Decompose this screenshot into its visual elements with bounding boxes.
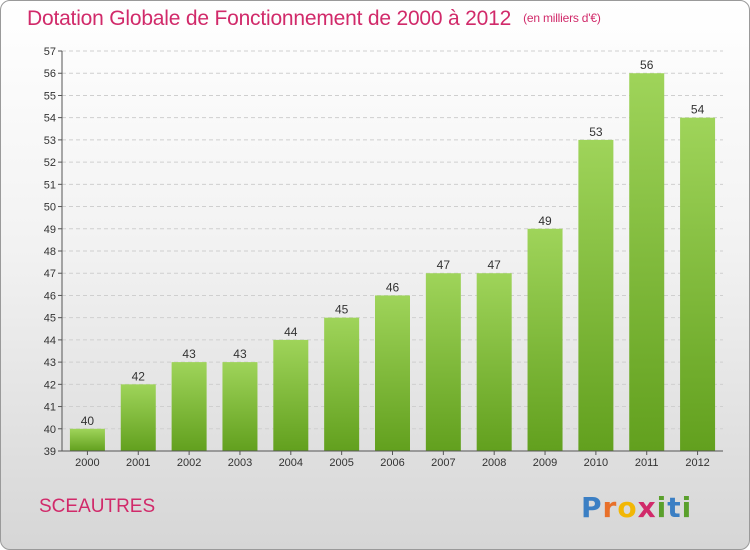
x-tick-label: 2004: [279, 457, 303, 469]
bar: [476, 273, 512, 451]
bar-value-label: 47: [488, 258, 502, 272]
proxiti-logo[interactable]: Proxiti: [581, 491, 692, 524]
logo-letter: x: [637, 491, 657, 524]
y-tick-label: 49: [44, 224, 56, 236]
bar: [680, 117, 716, 452]
y-tick-label: 41: [44, 402, 56, 414]
bar: [629, 73, 665, 451]
y-tick-label: 54: [44, 113, 56, 125]
x-tick-label: 2003: [228, 457, 252, 469]
y-tick-label: 47: [44, 268, 56, 280]
chart-title: Dotation Globale de Fonctionnement de 20…: [27, 7, 601, 31]
bar-value-label: 56: [640, 58, 654, 72]
x-tick-label: 2009: [533, 457, 557, 469]
bar: [171, 362, 207, 451]
bars: 40 42 43 43 44 45 46 47 47 49 53 56 54: [69, 58, 716, 452]
y-tick-label: 45: [44, 313, 56, 325]
bar: [527, 228, 563, 451]
axes: 39 40 41 42 43 44 45 46 47 48 49 50 51 52 53 54 55 56 57 20…: [44, 46, 723, 469]
bar: [120, 384, 156, 451]
y-tick-label: 44: [44, 335, 56, 347]
y-tick-label: 53: [44, 135, 56, 147]
x-tick-label: 2001: [126, 457, 150, 469]
x-tick-label: 2008: [482, 457, 506, 469]
y-tick-label: 42: [44, 379, 56, 391]
bar-value-label: 40: [81, 414, 95, 428]
chart-title-text: Dotation Globale de Fonctionnement de 20…: [27, 7, 512, 30]
x-tick-label: 2000: [75, 457, 99, 469]
bar: [375, 295, 410, 451]
bar: [324, 317, 360, 451]
x-tick-label: 2011: [635, 457, 659, 469]
x-tick-label: 2002: [177, 457, 201, 469]
logo-letter: i: [656, 491, 668, 524]
bar-value-label: 43: [233, 347, 247, 361]
chart-unit: (en milliers d'€): [523, 11, 601, 25]
bar-value-label: 45: [335, 303, 349, 317]
x-tick-label: 2010: [584, 457, 608, 469]
bar: [222, 362, 258, 451]
logo-letter: i: [681, 491, 693, 524]
y-tick-label: 46: [44, 290, 56, 302]
bar-value-label: 47: [437, 258, 451, 272]
y-tick-label: 55: [44, 90, 56, 102]
logo-letter: o: [617, 491, 638, 524]
bar: [69, 428, 105, 451]
y-tick-label: 43: [44, 357, 56, 369]
bar: [273, 339, 309, 451]
x-tick-label: 2007: [431, 457, 455, 469]
logo-letter: t: [667, 491, 682, 524]
y-tick-label: 39: [44, 446, 56, 458]
x-tick-label: 2005: [329, 457, 353, 469]
logo-letter: P: [581, 491, 603, 524]
commune-name: SCEAUTRES: [39, 496, 156, 517]
y-tick-label: 40: [44, 424, 56, 436]
y-tick-label: 48: [44, 246, 56, 258]
bar-value-label: 53: [589, 125, 603, 139]
bar-value-label: 43: [182, 347, 196, 361]
bar-value-label: 49: [538, 214, 552, 228]
y-tick-label: 52: [44, 157, 56, 169]
bar: [578, 139, 614, 451]
y-tick-label: 56: [44, 68, 56, 80]
y-tick-label: 51: [44, 179, 56, 191]
logo-letter: r: [602, 491, 618, 524]
bar-value-label: 54: [691, 103, 705, 117]
x-tick-label: 2012: [685, 457, 709, 469]
y-tick-label: 57: [44, 46, 56, 58]
bar: [425, 273, 461, 451]
bar-value-label: 42: [132, 369, 146, 383]
x-tick-label: 2006: [380, 457, 404, 469]
bar-value-label: 46: [386, 280, 400, 294]
y-tick-label: 50: [44, 202, 56, 214]
bar-value-label: 44: [284, 325, 298, 339]
